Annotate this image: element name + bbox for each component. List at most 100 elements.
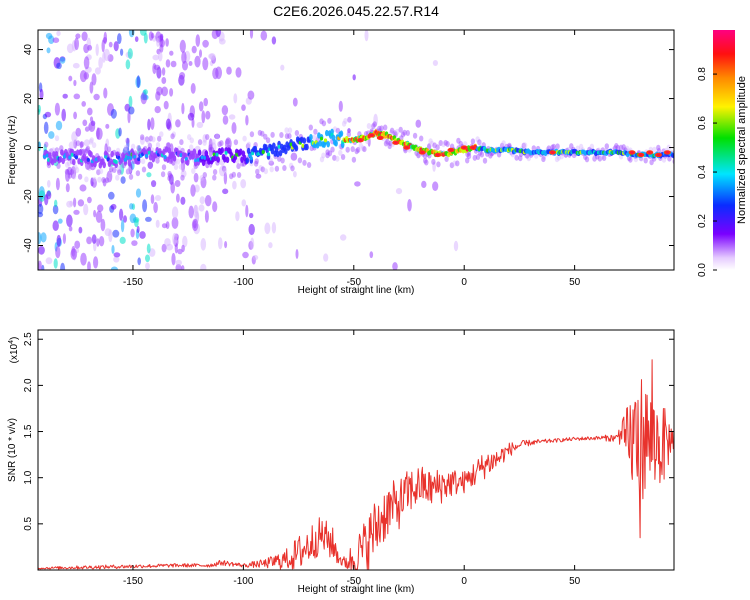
spectrogram-cell	[199, 175, 204, 181]
y-tick-label: 1.5	[23, 424, 34, 438]
spectrogram-cell	[88, 138, 94, 145]
spectrogram-cell	[111, 244, 115, 254]
spectrogram-cell	[435, 144, 440, 151]
spectrogram-cell	[215, 133, 220, 140]
spectrogram-cell	[205, 110, 211, 120]
spectrogram-cell	[252, 254, 259, 261]
spectrogram-cell	[91, 178, 97, 188]
spectrogram-cell	[38, 245, 45, 255]
spectrogram-cell	[196, 121, 204, 129]
spectrogram-cell	[289, 142, 293, 147]
spectrogram-cell	[377, 125, 382, 132]
spectrogram-cell	[656, 153, 661, 157]
spectrogram-cell	[143, 89, 148, 95]
spectrogram-cell	[52, 220, 59, 231]
spectrogram-cell	[327, 117, 332, 124]
spectrogram-cell	[143, 32, 148, 44]
spectrogram-cell	[170, 181, 175, 194]
spectrogram-cell	[188, 205, 194, 219]
spectrogram-cell	[181, 51, 187, 64]
spectrogram-cell	[181, 265, 185, 270]
spectrogram-cell	[46, 47, 51, 54]
spectrogram-cell	[340, 154, 346, 160]
spectrogram-cell	[429, 140, 435, 147]
spectrogram-cell	[126, 155, 130, 160]
spectrogram-cell	[378, 136, 383, 139]
spectrogram-cell	[242, 251, 249, 259]
spectrogram-cell	[453, 240, 459, 252]
spectrogram-cell	[105, 123, 110, 129]
spectrogram-cell	[614, 143, 619, 149]
spectrogram-cell	[61, 108, 66, 122]
y-tick-label: 0.5	[23, 516, 34, 530]
spectrogram-cell	[58, 156, 63, 163]
spectrogram-cell	[74, 240, 81, 249]
spectrogram-cell	[147, 118, 151, 131]
spectrogram-cell	[61, 157, 65, 165]
spectrogram-cell	[65, 161, 70, 168]
spectrogram-cell	[79, 70, 87, 83]
spectrogram-cell	[215, 152, 219, 157]
spectrogram-cell	[187, 134, 192, 141]
spectrogram-cell	[62, 233, 66, 245]
spectrogram-cell	[198, 101, 204, 112]
spectrogram-cell	[604, 143, 609, 150]
spectrogram-cell	[578, 143, 584, 150]
spectrogram-cell	[182, 235, 188, 248]
spectrogram-cell	[343, 118, 348, 124]
spectrogram-cell	[83, 139, 90, 147]
spectrogram-cell	[139, 231, 146, 239]
spectrogram-cell	[618, 144, 624, 151]
spectrogram-cell	[269, 166, 274, 173]
spectrogram-cell	[222, 188, 229, 195]
spectrogram-cell	[351, 156, 357, 163]
spectrogram-cell	[292, 97, 298, 107]
spectrogram-cell	[208, 53, 215, 59]
spectrogram-cell	[268, 242, 273, 249]
spectrogram-cell	[360, 145, 366, 152]
spectrogram-cell	[160, 171, 166, 178]
spectrogram-cell	[284, 127, 289, 134]
spectrogram-cell	[388, 140, 393, 147]
spectrogram-cell	[136, 145, 141, 151]
spectrogram-cell	[194, 55, 201, 68]
spectrogram-cell	[106, 170, 113, 183]
spectrogram-cell	[475, 154, 481, 160]
spectrogram-cell	[274, 165, 280, 172]
spectrogram-cell	[332, 154, 337, 161]
spectrogram-cell	[194, 184, 200, 193]
colorbar-tick-label: 0.4	[697, 165, 708, 179]
spectrogram-cell	[501, 140, 506, 147]
spectrogram-cell	[108, 229, 113, 243]
spectrogram-cell	[200, 238, 207, 251]
spectrogram-cell	[106, 157, 110, 162]
spectrogram-cell	[112, 229, 120, 238]
spectrogram-cell	[600, 153, 605, 160]
spectrogram-cell	[208, 138, 213, 150]
spectrogram-cell	[203, 155, 207, 160]
spectrogram-cell	[456, 137, 461, 144]
spectrogram-cell	[128, 106, 135, 115]
spectrogram-cell	[211, 138, 216, 145]
figure-title: C2E6.2026.045.22.57.R14	[273, 3, 439, 19]
spectrogram-cell	[592, 155, 597, 162]
spectrogram-cell	[181, 244, 185, 253]
spectrogram-x-axis-label: Height of straight line (km)	[298, 285, 415, 296]
spectrogram-cell	[559, 153, 564, 160]
spectrogram-cell	[166, 156, 170, 163]
spectrogram-cell	[70, 248, 78, 260]
spectrogram-cell	[294, 130, 300, 136]
spectrogram-cell	[240, 179, 247, 189]
spectrogram-cell	[179, 153, 183, 158]
spectrogram-cell	[475, 136, 480, 143]
spectrogram-cell	[161, 77, 167, 84]
spectrogram-frame	[37, 29, 675, 271]
spectrogram-cell	[200, 176, 207, 189]
spectrogram-cell	[200, 155, 204, 160]
spectrogram-cell	[550, 144, 555, 151]
spectrogram-cell	[81, 31, 88, 42]
spectrogram-cell	[241, 199, 247, 207]
spectrogram-cell	[92, 176, 97, 183]
y-tick-label: 1.0	[23, 470, 34, 484]
spectrogram-cell	[39, 88, 44, 101]
